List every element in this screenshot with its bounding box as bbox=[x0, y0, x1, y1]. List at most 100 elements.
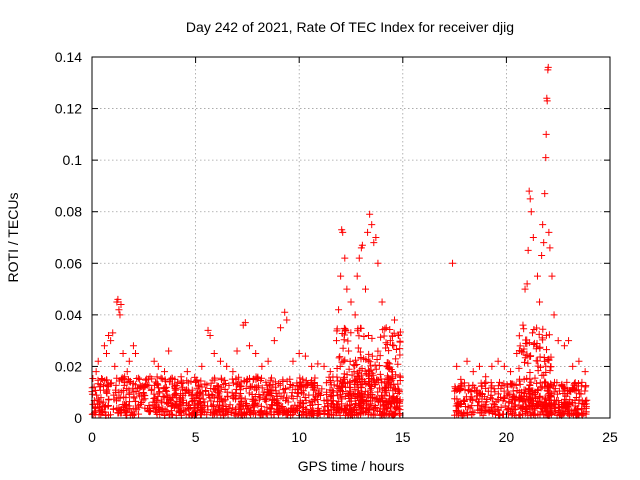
data-point bbox=[205, 390, 213, 398]
data-point bbox=[310, 386, 318, 394]
data-point bbox=[270, 395, 278, 403]
data-point bbox=[325, 373, 333, 381]
data-point bbox=[135, 374, 143, 382]
data-point bbox=[392, 371, 400, 379]
data-point bbox=[374, 388, 382, 396]
data-point bbox=[505, 390, 513, 398]
data-point bbox=[384, 376, 392, 384]
data-point bbox=[248, 391, 256, 399]
data-point bbox=[516, 394, 524, 402]
data-point bbox=[286, 375, 294, 383]
data-point-peak bbox=[119, 350, 127, 358]
data-point bbox=[104, 381, 112, 389]
data-point bbox=[282, 407, 290, 415]
data-point bbox=[287, 405, 295, 413]
data-point bbox=[149, 398, 157, 406]
data-point bbox=[275, 380, 283, 388]
data-point bbox=[103, 376, 111, 384]
data-point bbox=[323, 388, 331, 396]
data-point-peak bbox=[368, 221, 376, 229]
data-point bbox=[289, 411, 297, 419]
data-point bbox=[520, 392, 528, 400]
data-point bbox=[256, 408, 264, 416]
data-point-peak bbox=[488, 362, 496, 370]
data-point bbox=[374, 347, 382, 355]
data-point-peak bbox=[513, 350, 521, 358]
data-point bbox=[494, 390, 502, 398]
data-point bbox=[531, 389, 539, 397]
data-point bbox=[478, 404, 486, 412]
grid-lines bbox=[92, 57, 610, 418]
data-point-peak bbox=[165, 347, 173, 355]
data-point-peak bbox=[543, 97, 551, 105]
data-point bbox=[224, 393, 232, 401]
data-point bbox=[308, 398, 316, 406]
data-point-peak bbox=[109, 329, 117, 337]
data-point bbox=[532, 357, 540, 365]
data-point bbox=[167, 410, 175, 418]
data-point bbox=[469, 381, 477, 389]
data-point bbox=[461, 386, 469, 394]
data-points bbox=[88, 63, 591, 419]
data-point bbox=[508, 411, 516, 419]
y-tick-label: 0.04 bbox=[55, 307, 82, 323]
data-point bbox=[336, 390, 344, 398]
data-point bbox=[260, 388, 268, 396]
data-point bbox=[148, 385, 156, 393]
data-point bbox=[228, 389, 236, 397]
data-point bbox=[582, 403, 590, 411]
data-point bbox=[254, 382, 262, 390]
data-point bbox=[97, 394, 105, 402]
data-point bbox=[267, 376, 275, 384]
data-point bbox=[103, 387, 111, 395]
data-point bbox=[481, 380, 489, 388]
data-point bbox=[533, 379, 541, 387]
data-point bbox=[165, 395, 173, 403]
data-point bbox=[113, 374, 121, 382]
data-point-peak bbox=[241, 319, 249, 327]
data-point bbox=[302, 396, 310, 404]
data-point-peak bbox=[347, 298, 355, 306]
data-point bbox=[364, 357, 372, 365]
data-point bbox=[158, 375, 166, 383]
data-point bbox=[370, 405, 378, 413]
data-point bbox=[314, 404, 322, 412]
data-point bbox=[504, 383, 512, 391]
data-point bbox=[324, 397, 332, 405]
data-point bbox=[136, 384, 144, 392]
data-point bbox=[341, 392, 349, 400]
data-point bbox=[304, 380, 312, 388]
data-point-peak bbox=[527, 208, 535, 216]
data-point bbox=[288, 404, 296, 412]
data-point bbox=[394, 360, 402, 368]
data-point bbox=[98, 374, 106, 382]
data-point bbox=[105, 395, 113, 403]
data-point bbox=[574, 379, 582, 387]
data-point bbox=[177, 407, 185, 415]
data-point bbox=[452, 386, 460, 394]
y-tick-label: 0.08 bbox=[55, 204, 82, 220]
data-point bbox=[184, 379, 192, 387]
data-point bbox=[451, 395, 459, 403]
data-point bbox=[212, 407, 220, 415]
data-point bbox=[107, 379, 115, 387]
data-point-peak bbox=[105, 331, 113, 339]
data-point-peak bbox=[453, 362, 461, 370]
data-point bbox=[386, 403, 394, 411]
data-point bbox=[563, 400, 571, 408]
data-point bbox=[340, 375, 348, 383]
data-point bbox=[578, 378, 586, 386]
data-point bbox=[259, 411, 267, 419]
data-point bbox=[104, 401, 112, 409]
data-point-peak bbox=[542, 154, 550, 162]
data-point bbox=[571, 379, 579, 387]
data-point bbox=[376, 395, 384, 403]
data-point bbox=[522, 336, 530, 344]
data-point bbox=[345, 365, 353, 373]
data-point-peak bbox=[482, 373, 490, 381]
data-point bbox=[171, 384, 179, 392]
data-point bbox=[494, 396, 502, 404]
data-point bbox=[362, 380, 370, 388]
data-point bbox=[542, 331, 550, 339]
data-point bbox=[541, 394, 549, 402]
